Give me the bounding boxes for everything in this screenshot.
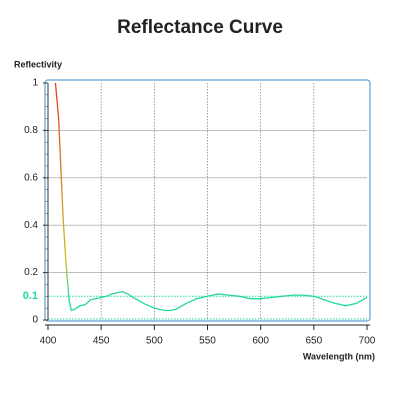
y-tick-label: 1 <box>32 78 38 89</box>
x-tick-label: 650 <box>305 336 322 347</box>
x-tick-label: 450 <box>93 336 110 347</box>
x-tick-label: 600 <box>252 336 269 347</box>
plot-frame <box>44 79 371 322</box>
y-tick-label: 0.8 <box>24 125 38 136</box>
y-tick-label: 0.6 <box>24 172 38 183</box>
x-axis-label: Wavelength (nm) <box>303 351 375 361</box>
reference-label: 0.1 <box>23 290 38 302</box>
y-tick-label: 0.4 <box>24 220 38 231</box>
y-tick-label: 0.2 <box>24 267 38 278</box>
y-axis-label: Reflectivity <box>14 59 62 69</box>
reflectance-curve <box>54 82 368 312</box>
x-tick-label: 700 <box>359 336 376 347</box>
x-tick-label: 500 <box>146 336 163 347</box>
x-tick-label: 550 <box>199 336 216 347</box>
chart-title: Reflectance Curve <box>117 17 283 38</box>
y-tick-label: 0 <box>32 315 38 326</box>
x-tick-label: 400 <box>40 336 57 347</box>
